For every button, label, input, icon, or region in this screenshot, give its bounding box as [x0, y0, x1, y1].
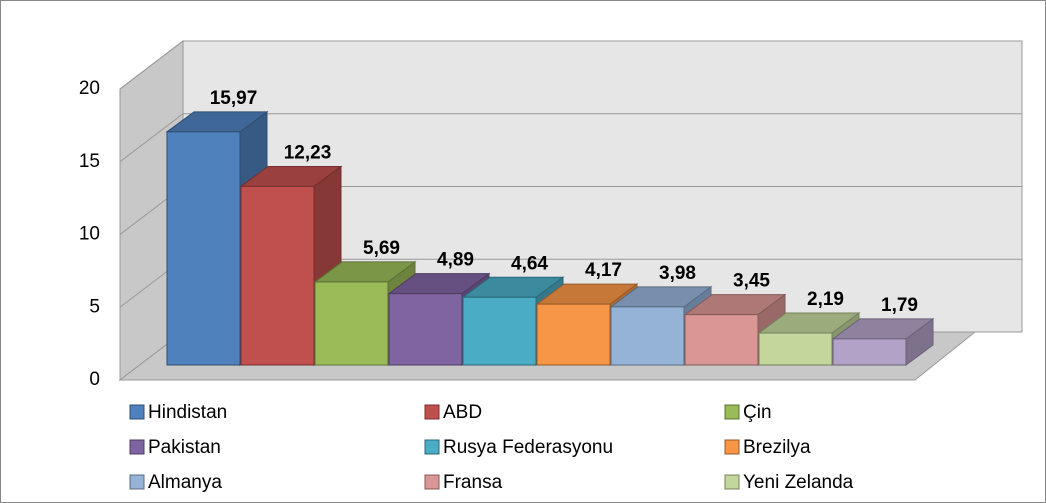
bar [388, 293, 463, 366]
legend-label: Brezilya [743, 437, 811, 458]
y-tick-label: 15 [79, 151, 100, 172]
value-label: 5,69 [363, 238, 400, 259]
y-tick-label: 0 [89, 369, 100, 390]
legend-swatch [129, 404, 145, 420]
bar [314, 281, 389, 366]
legend-label: Çin [743, 402, 772, 423]
bar [536, 303, 611, 366]
legend-swatch [724, 474, 740, 490]
y-tick-label: 5 [89, 296, 100, 317]
legend-swatch [129, 439, 145, 455]
legend-label: Almanya [148, 472, 222, 493]
legend-label: Hindistan [148, 402, 227, 423]
bar [684, 314, 759, 366]
y-tick-label: 10 [79, 224, 100, 245]
grid-line [119, 113, 184, 163]
value-label: 1,79 [881, 295, 918, 316]
legend-swatch [424, 404, 440, 420]
bar [166, 131, 241, 366]
value-label: 4,64 [511, 253, 548, 274]
legend-label: Yeni Zelanda [743, 472, 854, 493]
value-label: 3,98 [659, 263, 696, 284]
legend-swatch [129, 474, 145, 490]
bar [832, 338, 907, 366]
value-label: 15,97 [210, 88, 258, 109]
bar [462, 296, 537, 366]
legend-swatch [424, 439, 440, 455]
bar [610, 306, 685, 366]
bar [758, 332, 833, 366]
legend-label: Fransa [443, 472, 503, 493]
legend-label: ABD [443, 402, 482, 423]
bar [240, 185, 315, 366]
value-label: 3,45 [733, 271, 770, 292]
legend-label: Rusya Federasyonu [443, 437, 613, 458]
value-label: 4,89 [437, 250, 474, 271]
legend-swatch [724, 439, 740, 455]
legend-label: Pakistan [148, 437, 221, 458]
legend-swatch [724, 404, 740, 420]
value-label: 2,19 [807, 289, 844, 310]
grid-line [119, 40, 184, 90]
value-label: 12,23 [284, 142, 332, 163]
value-label: 4,17 [585, 260, 622, 281]
legend-swatch [424, 474, 440, 490]
y-tick-label: 20 [79, 78, 100, 99]
